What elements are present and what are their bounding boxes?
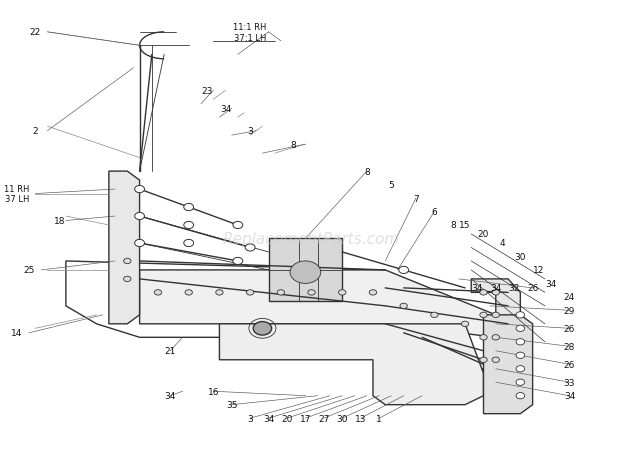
Text: 34: 34 bbox=[472, 284, 483, 293]
Text: 30: 30 bbox=[337, 414, 348, 423]
Text: 2: 2 bbox=[32, 127, 38, 136]
Circle shape bbox=[339, 290, 346, 295]
Circle shape bbox=[233, 258, 243, 265]
Polygon shape bbox=[471, 279, 520, 382]
Circle shape bbox=[400, 304, 407, 309]
Text: 8: 8 bbox=[450, 221, 456, 230]
Circle shape bbox=[184, 222, 193, 229]
Text: 11 RH
37 LH: 11 RH 37 LH bbox=[4, 184, 29, 204]
Circle shape bbox=[123, 259, 131, 264]
Text: 11:1 RH
37:1 LH: 11:1 RH 37:1 LH bbox=[234, 23, 267, 42]
Polygon shape bbox=[140, 270, 496, 337]
Text: 29: 29 bbox=[564, 306, 575, 315]
Polygon shape bbox=[484, 315, 533, 414]
Text: 34: 34 bbox=[490, 284, 502, 293]
Circle shape bbox=[277, 290, 285, 295]
Circle shape bbox=[480, 335, 487, 340]
Text: 35: 35 bbox=[226, 400, 237, 409]
Circle shape bbox=[431, 313, 438, 318]
Text: 16: 16 bbox=[208, 387, 219, 396]
Text: 25: 25 bbox=[24, 266, 35, 275]
Text: 3: 3 bbox=[247, 414, 253, 423]
Circle shape bbox=[308, 290, 315, 295]
Circle shape bbox=[399, 267, 409, 274]
Circle shape bbox=[516, 312, 525, 318]
Circle shape bbox=[370, 290, 376, 295]
Text: 22: 22 bbox=[30, 28, 41, 37]
Circle shape bbox=[184, 240, 193, 247]
Circle shape bbox=[516, 379, 525, 386]
Text: 14: 14 bbox=[11, 329, 22, 337]
Text: 33: 33 bbox=[564, 378, 575, 387]
Text: 12: 12 bbox=[533, 266, 544, 275]
Text: 4: 4 bbox=[499, 239, 505, 248]
Text: 24: 24 bbox=[564, 293, 575, 302]
Circle shape bbox=[154, 290, 162, 295]
Text: ReplacementParts.com: ReplacementParts.com bbox=[223, 231, 400, 246]
Text: 1: 1 bbox=[376, 414, 382, 423]
Circle shape bbox=[492, 357, 500, 363]
Text: 8: 8 bbox=[364, 167, 370, 176]
Text: 20: 20 bbox=[478, 230, 489, 239]
Circle shape bbox=[135, 213, 144, 220]
Text: 17: 17 bbox=[299, 414, 311, 423]
Text: 21: 21 bbox=[164, 346, 176, 355]
Circle shape bbox=[492, 290, 500, 295]
Circle shape bbox=[461, 322, 469, 327]
Polygon shape bbox=[219, 324, 484, 405]
Text: 34: 34 bbox=[164, 391, 176, 400]
Circle shape bbox=[492, 313, 500, 318]
Circle shape bbox=[480, 313, 487, 318]
Circle shape bbox=[233, 222, 243, 229]
Text: 28: 28 bbox=[564, 342, 575, 351]
Circle shape bbox=[290, 262, 321, 284]
Text: 34: 34 bbox=[546, 279, 557, 288]
Text: 30: 30 bbox=[515, 253, 526, 262]
Text: 27: 27 bbox=[318, 414, 329, 423]
Text: 15: 15 bbox=[459, 221, 471, 230]
Circle shape bbox=[253, 322, 272, 335]
Text: 20: 20 bbox=[281, 414, 293, 423]
Text: 26: 26 bbox=[527, 284, 538, 293]
Circle shape bbox=[516, 326, 525, 332]
Text: 18: 18 bbox=[54, 216, 66, 226]
Text: 13: 13 bbox=[355, 414, 366, 423]
Text: 8: 8 bbox=[290, 140, 296, 149]
Circle shape bbox=[480, 357, 487, 363]
Text: 26: 26 bbox=[564, 324, 575, 333]
Polygon shape bbox=[109, 172, 140, 324]
Text: 7: 7 bbox=[413, 194, 419, 203]
Circle shape bbox=[246, 244, 255, 252]
Circle shape bbox=[480, 290, 487, 295]
Circle shape bbox=[516, 339, 525, 345]
Text: 3: 3 bbox=[247, 127, 253, 136]
Text: 23: 23 bbox=[202, 87, 213, 96]
Circle shape bbox=[246, 290, 254, 295]
Circle shape bbox=[516, 366, 525, 372]
Text: 34: 34 bbox=[220, 105, 231, 114]
Text: 34: 34 bbox=[263, 414, 274, 423]
Circle shape bbox=[135, 186, 144, 193]
Text: 32: 32 bbox=[508, 284, 520, 293]
Text: 6: 6 bbox=[432, 207, 437, 216]
Circle shape bbox=[135, 240, 144, 247]
Text: 26: 26 bbox=[564, 360, 575, 369]
Circle shape bbox=[123, 276, 131, 282]
FancyBboxPatch shape bbox=[268, 239, 342, 302]
Circle shape bbox=[216, 290, 223, 295]
Circle shape bbox=[184, 204, 193, 211]
Circle shape bbox=[492, 335, 500, 340]
Circle shape bbox=[185, 290, 192, 295]
Circle shape bbox=[516, 352, 525, 359]
Text: 34: 34 bbox=[564, 391, 575, 400]
Text: 5: 5 bbox=[389, 181, 394, 190]
Circle shape bbox=[516, 393, 525, 399]
